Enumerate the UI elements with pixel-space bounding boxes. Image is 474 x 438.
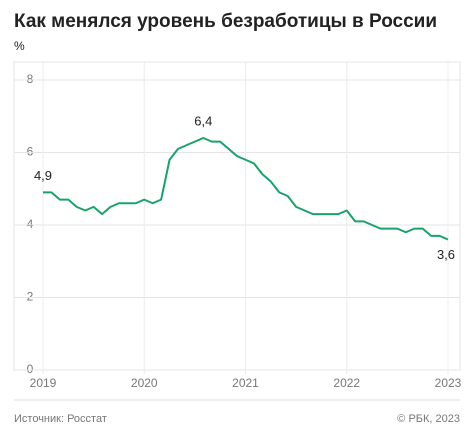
y-axis-label: % (14, 39, 25, 53)
y-tick-label: 6 (27, 145, 34, 159)
y-tick-label: 0 (27, 362, 34, 376)
x-tick-label: 2020 (131, 376, 158, 390)
line (43, 137, 449, 241)
y-tick-label: 4 (27, 217, 34, 231)
source: Источник: Росстат (14, 413, 107, 425)
chart-title: Как менялся уровень безработицы в России (14, 11, 437, 32)
data-label: 6,4 (194, 113, 212, 128)
x-tick-label: 2021 (232, 376, 259, 390)
plot-frame (13, 61, 461, 371)
data-label: 3,6 (437, 247, 455, 262)
y-tick-label: 2 (27, 290, 34, 304)
data-label: 4,9 (34, 168, 52, 183)
copyright: © РБК, 2023 (397, 413, 460, 425)
x-tick-label: 2019 (30, 376, 57, 390)
x-tick-label: 2022 (333, 376, 360, 390)
y-tick-label: 8 (27, 72, 34, 86)
x-tick-label: 2023 (435, 376, 462, 390)
